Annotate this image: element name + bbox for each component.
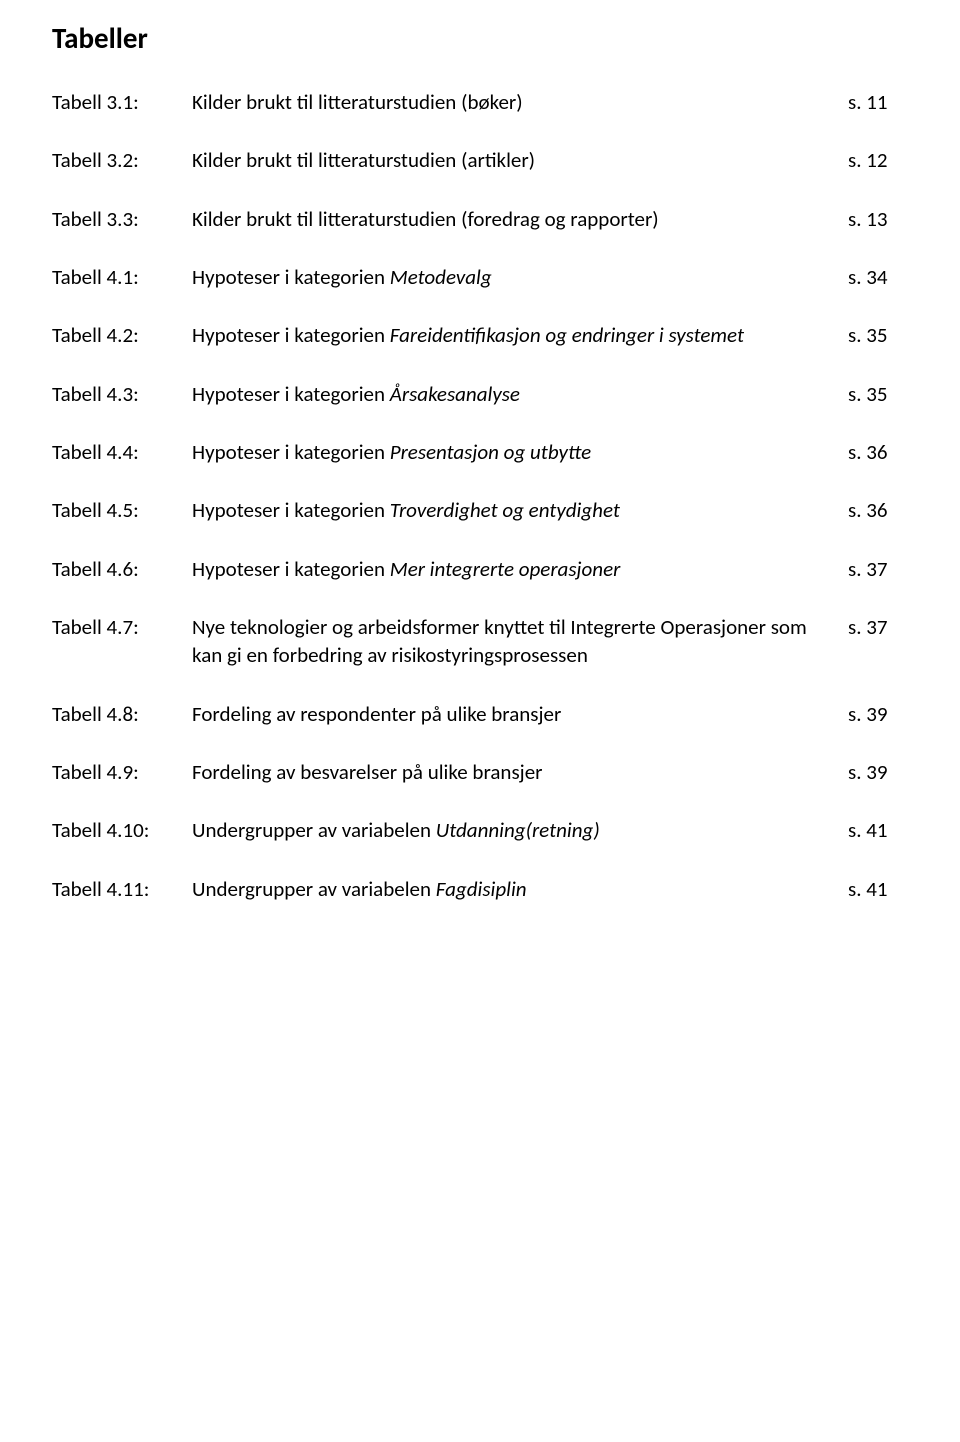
entry-description: Hypoteser i kategorien Presentasjon og u… xyxy=(192,438,848,466)
entry-page: s. 39 xyxy=(848,700,908,728)
entry-desc-pre: Hypoteser i kategorien xyxy=(192,264,390,290)
entry-description: Kilder brukt til litteraturstudien (arti… xyxy=(192,146,848,174)
entry-desc-pre: Undergrupper av variabelen xyxy=(192,817,436,843)
entry-desc-pre: Nye teknologier og arbeidsformer knyttet… xyxy=(192,614,807,668)
entry-page: s. 36 xyxy=(848,438,908,466)
entry-label: Tabell 4.3: xyxy=(52,380,192,408)
entry-label: Tabell 4.5: xyxy=(52,496,192,524)
entry-desc-pre: Kilder brukt til litteraturstudien (arti… xyxy=(192,147,535,173)
table-row: Tabell 4.9:Fordeling av besvarelser på u… xyxy=(52,758,908,786)
entry-desc-pre: Undergrupper av variabelen xyxy=(192,876,436,902)
entry-desc-pre: Hypoteser i kategorien xyxy=(192,439,390,465)
entry-page: s. 35 xyxy=(848,380,908,408)
entry-description: Kilder brukt til litteraturstudien (bøke… xyxy=(192,88,848,116)
entry-desc-italic: Presentasjon og utbytte xyxy=(390,439,591,465)
table-row: Tabell 3.1:Kilder brukt til litteraturst… xyxy=(52,88,908,116)
entry-desc-italic: Årsakesanalyse xyxy=(390,381,520,407)
entry-page: s. 41 xyxy=(848,875,908,903)
entry-description: Hypoteser i kategorien Mer integrerte op… xyxy=(192,555,848,583)
entry-description: Undergrupper av variabelen Fagdisiplin xyxy=(192,875,848,903)
table-row: Tabell 4.10:Undergrupper av variabelen U… xyxy=(52,816,908,844)
entry-description: Fordeling av respondenter på ulike brans… xyxy=(192,700,848,728)
entry-description: Hypoteser i kategorien Metodevalg xyxy=(192,263,848,291)
entry-label: Tabell 4.6: xyxy=(52,555,192,583)
entry-desc-italic: Fagdisiplin xyxy=(436,876,527,902)
entry-label: Tabell 4.2: xyxy=(52,321,192,349)
entry-desc-pre: Kilder brukt til litteraturstudien (fore… xyxy=(192,206,659,232)
table-of-tables: Tabell 3.1:Kilder brukt til litteraturst… xyxy=(52,88,908,903)
entry-page: s. 11 xyxy=(848,88,908,116)
table-row: Tabell 3.3:Kilder brukt til litteraturst… xyxy=(52,205,908,233)
entry-desc-pre: Fordeling av respondenter på ulike brans… xyxy=(192,701,561,727)
entry-description: Hypoteser i kategorien Årsakesanalyse xyxy=(192,380,848,408)
entry-description: Kilder brukt til litteraturstudien (fore… xyxy=(192,205,848,233)
entry-desc-italic: Troverdighet og entydighet xyxy=(390,497,620,523)
entry-page: s. 39 xyxy=(848,758,908,786)
entry-description: Hypoteser i kategorien Troverdighet og e… xyxy=(192,496,848,524)
entry-label: Tabell 4.11: xyxy=(52,875,192,903)
entry-desc-italic: Metodevalg xyxy=(390,264,492,290)
entry-description: Undergrupper av variabelen Utdanning(ret… xyxy=(192,816,848,844)
entry-description: Hypoteser i kategorien Fareidentifikasjo… xyxy=(192,321,848,349)
table-row: Tabell 4.4:Hypoteser i kategorien Presen… xyxy=(52,438,908,466)
entry-page: s. 37 xyxy=(848,613,908,641)
table-row: Tabell 4.5:Hypoteser i kategorien Trover… xyxy=(52,496,908,524)
entry-description: Nye teknologier og arbeidsformer knyttet… xyxy=(192,613,848,670)
entry-label: Tabell 3.3: xyxy=(52,205,192,233)
entry-label: Tabell 4.4: xyxy=(52,438,192,466)
document-page: Tabeller Tabell 3.1:Kilder brukt til lit… xyxy=(0,0,960,1442)
entry-page: s. 12 xyxy=(848,146,908,174)
table-row: Tabell 4.7:Nye teknologier og arbeidsfor… xyxy=(52,613,908,670)
entry-page: s. 34 xyxy=(848,263,908,291)
entry-label: Tabell 4.8: xyxy=(52,700,192,728)
entry-desc-pre: Hypoteser i kategorien xyxy=(192,322,390,348)
table-row: Tabell 4.8:Fordeling av respondenter på … xyxy=(52,700,908,728)
table-row: Tabell 4.6:Hypoteser i kategorien Mer in… xyxy=(52,555,908,583)
entry-label: Tabell 3.1: xyxy=(52,88,192,116)
entry-description: Fordeling av besvarelser på ulike bransj… xyxy=(192,758,848,786)
entry-desc-italic: Utdanning(retning) xyxy=(436,817,600,843)
table-row: Tabell 3.2:Kilder brukt til litteraturst… xyxy=(52,146,908,174)
table-row: Tabell 4.2:Hypoteser i kategorien Fareid… xyxy=(52,321,908,349)
entry-desc-italic: Mer integrerte operasjoner xyxy=(390,556,621,582)
entry-page: s. 35 xyxy=(848,321,908,349)
entry-desc-pre: Fordeling av besvarelser på ulike bransj… xyxy=(192,759,542,785)
entry-page: s. 13 xyxy=(848,205,908,233)
entry-label: Tabell 3.2: xyxy=(52,146,192,174)
entry-desc-italic: Fareidentifikasjon og endringer i system… xyxy=(390,322,744,348)
entry-page: s. 36 xyxy=(848,496,908,524)
entry-desc-pre: Hypoteser i kategorien xyxy=(192,381,390,407)
table-row: Tabell 4.1:Hypoteser i kategorien Metode… xyxy=(52,263,908,291)
entry-label: Tabell 4.10: xyxy=(52,816,192,844)
entry-desc-pre: Hypoteser i kategorien xyxy=(192,497,390,523)
table-row: Tabell 4.3:Hypoteser i kategorien Årsake… xyxy=(52,380,908,408)
entry-page: s. 37 xyxy=(848,555,908,583)
entry-label: Tabell 4.1: xyxy=(52,263,192,291)
entry-desc-pre: Hypoteser i kategorien xyxy=(192,556,390,582)
entry-label: Tabell 4.9: xyxy=(52,758,192,786)
table-row: Tabell 4.11:Undergrupper av variabelen F… xyxy=(52,875,908,903)
entry-page: s. 41 xyxy=(848,816,908,844)
entry-desc-pre: Kilder brukt til litteraturstudien (bøke… xyxy=(192,89,523,115)
page-title: Tabeller xyxy=(52,20,908,56)
entry-label: Tabell 4.7: xyxy=(52,613,192,641)
